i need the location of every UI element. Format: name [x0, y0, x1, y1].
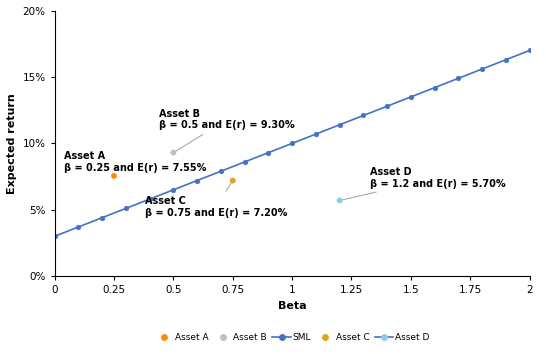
- Point: [228, 178, 237, 183]
- Point: [169, 150, 178, 155]
- SML: [479, 67, 485, 71]
- SML: [241, 160, 248, 164]
- X-axis label: Beta: Beta: [278, 301, 306, 311]
- SML: [99, 216, 105, 220]
- Text: Asset D
β = 1.2 and E(r) = 5.70%: Asset D β = 1.2 and E(r) = 5.70%: [342, 167, 506, 200]
- Legend: Asset A, Asset B, SML, Asset C, Asset D: Asset A, Asset B, SML, Asset C, Asset D: [151, 330, 433, 346]
- SML: [51, 234, 58, 239]
- SML: [503, 58, 509, 62]
- Text: Asset A
β = 0.25 and E(r) = 7.55%: Asset A β = 0.25 and E(r) = 7.55%: [64, 151, 206, 176]
- SML: [194, 178, 200, 183]
- SML: [384, 104, 390, 108]
- SML: [122, 206, 129, 211]
- SML: [289, 141, 295, 145]
- SML: [217, 169, 224, 173]
- SML: [146, 197, 153, 201]
- SML: [526, 48, 533, 52]
- SML: [313, 132, 319, 136]
- Point: [335, 198, 344, 203]
- SML: [170, 188, 177, 192]
- Text: Asset B
β = 0.5 and E(r) = 9.30%: Asset B β = 0.5 and E(r) = 9.30%: [159, 109, 295, 151]
- SML: [360, 113, 367, 118]
- Y-axis label: Expected return: Expected return: [7, 93, 17, 194]
- SML: [75, 225, 82, 229]
- SML: [431, 86, 438, 90]
- SML: [407, 95, 414, 99]
- SML: [265, 150, 271, 155]
- SML: [336, 122, 343, 127]
- SML: [455, 76, 462, 80]
- Text: Asset C
β = 0.75 and E(r) = 7.20%: Asset C β = 0.75 and E(r) = 7.20%: [145, 183, 287, 218]
- Point: [110, 173, 118, 179]
- Line: SML: SML: [52, 48, 532, 239]
